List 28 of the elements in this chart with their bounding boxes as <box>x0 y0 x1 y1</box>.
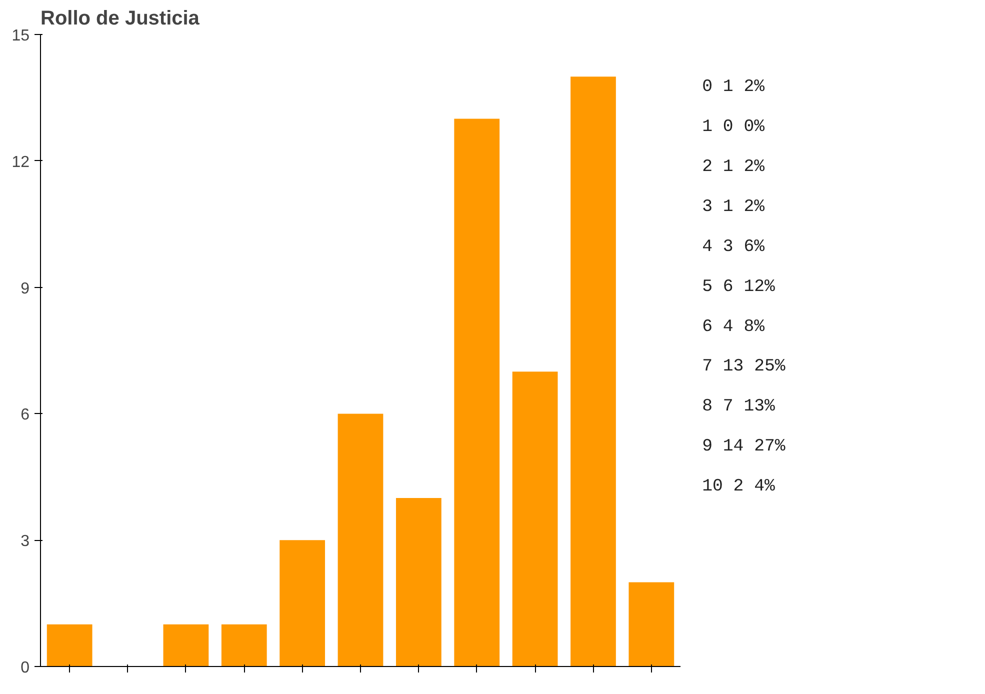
bar <box>163 624 209 666</box>
text: 5 6 12% <box>702 278 776 297</box>
bar <box>512 372 558 666</box>
text: 1 0 0% <box>702 118 766 137</box>
y-tick-label: 6 <box>20 406 30 424</box>
text: 10 2 4% <box>702 478 776 497</box>
chart-title: Rollo de Justicia <box>40 8 200 30</box>
text: 9 14 27% <box>702 438 786 457</box>
text: 7 13 25% <box>702 358 786 377</box>
y-tick-label: 9 <box>20 280 30 298</box>
y-tick-label: 3 <box>20 533 30 550</box>
text: 6 4 8% <box>702 318 766 337</box>
bar <box>396 498 442 666</box>
text: 3 1 2% <box>702 198 766 217</box>
bar <box>221 624 267 666</box>
text: 0 1 2% <box>702 78 766 97</box>
bar <box>570 76 616 666</box>
bar <box>338 414 384 666</box>
y-tick-label: 15 <box>12 28 30 44</box>
bar <box>280 540 326 666</box>
bar <box>454 118 500 666</box>
bar <box>46 624 92 666</box>
bar <box>628 582 674 666</box>
text: 2 1 2% <box>702 158 766 177</box>
text: 4 3 6% <box>702 238 766 257</box>
y-tick-label: 0 <box>20 660 30 676</box>
y-tick-label: 12 <box>12 154 30 171</box>
text: 8 7 13% <box>702 398 776 417</box>
